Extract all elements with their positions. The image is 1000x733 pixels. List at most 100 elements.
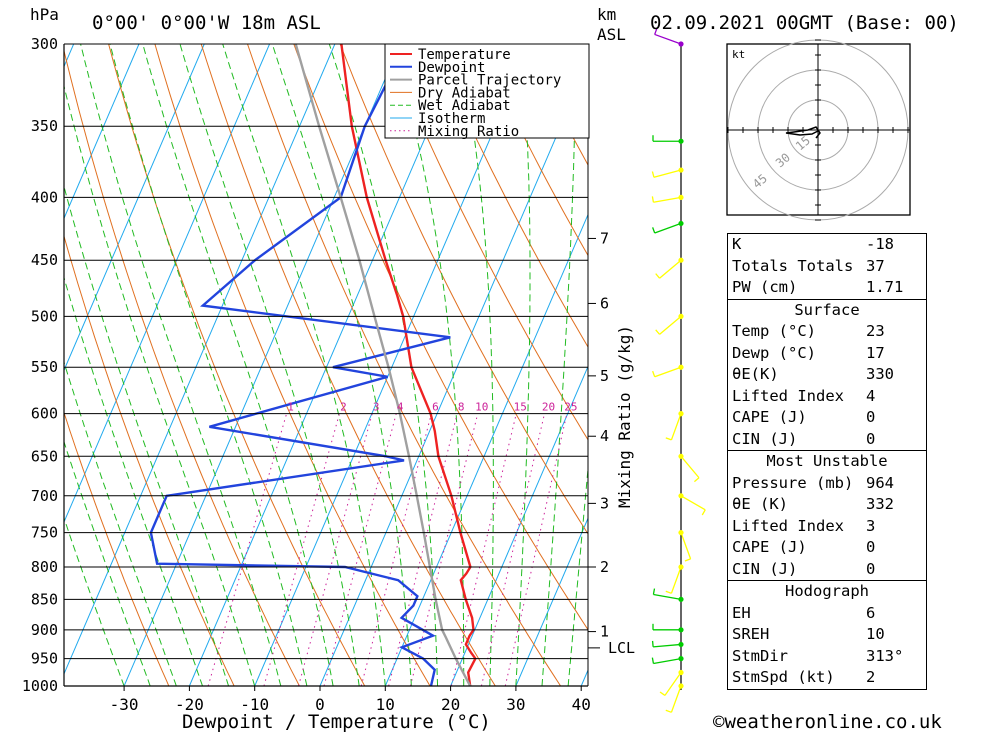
- dry-adiabat-line: [432, 44, 588, 348]
- isotherm-line: [64, 44, 271, 524]
- wind-barb-flag: [651, 657, 655, 664]
- surface-row: CIN (J) 0: [728, 429, 926, 451]
- surface-row: Dewp (°C) 17: [728, 343, 926, 365]
- hodograph-stat-row: EH 6: [728, 603, 926, 625]
- wind-barb: [654, 33, 682, 45]
- hodograph-stats-box: Hodograph EH 6 SREH 10 StmDir 313° StmSpd (kt) 2: [727, 580, 927, 690]
- temperature-series: [340, 44, 477, 686]
- surface-value: 330: [866, 365, 894, 383]
- hodograph-stats-title: Hodograph: [785, 582, 869, 600]
- stats-panel: K -18 Totals Totals 37 PW (cm) 1.71 Surface Te…: [727, 233, 927, 690]
- km-tick-label: 7: [600, 229, 609, 247]
- lcl-label: LCL: [608, 639, 635, 657]
- wind-barb: [670, 685, 682, 713]
- most-unstable-row: CIN (J) 0: [728, 559, 926, 581]
- wet-adiabat-line: [142, 44, 334, 686]
- most-unstable-row: CAPE (J) 0: [728, 537, 926, 559]
- wet-adiabat-line: [541, 44, 577, 686]
- wind-barb-flag: [652, 370, 656, 378]
- asl-label: ASL: [597, 25, 626, 44]
- km-tick-label: 2: [600, 558, 609, 576]
- legend-entry: Wet Adiabat: [418, 98, 511, 114]
- most-unstable-label: Lifted Index: [732, 516, 844, 535]
- legend-entry: Dry Adiabat: [418, 85, 511, 101]
- isotherm-line: [64, 44, 140, 220]
- mixing-ratio-line: [263, 413, 340, 686]
- wind-barb-flag: [651, 171, 655, 178]
- hodograph-stat-row: StmSpd (kt) 2: [728, 667, 926, 689]
- km-tick-label: 5: [600, 367, 609, 385]
- mixing-ratio-label: 20: [542, 401, 555, 414]
- isotherm-line: [123, 44, 401, 686]
- isotherm-line: [188, 44, 466, 686]
- wet-adiabat-line: [458, 44, 494, 686]
- wind-barb-flag: [693, 477, 700, 483]
- index-label: PW (cm): [732, 278, 798, 296]
- pressure-tick-label: 850: [31, 590, 58, 608]
- wet-adiabat-line: [64, 360, 177, 686]
- km-tick-label: 1: [600, 623, 609, 641]
- hpa-label: hPa: [30, 5, 59, 24]
- pressure-tick-label: 700: [31, 487, 58, 505]
- surface-value: 0: [866, 408, 876, 426]
- mixing-ratio-label: 1: [287, 401, 294, 414]
- wet-adiabat-line: [80, 44, 282, 686]
- surface-box: Surface Temp (°C) 23 Dewp (°C) 17 θE(K) 330 Lif…: [727, 298, 927, 451]
- km-tick-label: 4: [600, 427, 609, 445]
- dry-adiabat-line: [247, 44, 562, 686]
- most-unstable-row: θE (K) 332: [728, 494, 926, 516]
- parcel-series: [294, 44, 472, 686]
- index-value: 1.71: [866, 278, 904, 296]
- index-label: K: [732, 235, 742, 253]
- wet-adiabat-line: [515, 44, 531, 686]
- wind-barb: [664, 672, 682, 696]
- index-row: K -18: [728, 234, 926, 256]
- most-unstable-title: Most Unstable: [766, 452, 888, 470]
- mixing-ratio-line: [480, 413, 545, 686]
- legend-entry: Parcel Trajectory: [418, 73, 561, 89]
- dry-adiabat-line: [64, 411, 170, 686]
- surface-label: θE(K): [732, 365, 779, 383]
- x-tick-label: -30: [110, 695, 139, 714]
- hodograph-trace: [785, 126, 821, 139]
- x-tick-label: -10: [240, 695, 269, 714]
- wind-barb: [680, 495, 706, 511]
- pressure-tick-label: 900: [31, 621, 58, 639]
- surface-label: CAPE (J): [732, 408, 807, 426]
- wind-barb-flag: [651, 196, 655, 203]
- surface-label: Temp (°C): [732, 322, 816, 340]
- mixing-ratio-axis-label: Mixing Ratio (g/kg): [615, 325, 634, 508]
- km-tick-label: 3: [600, 494, 609, 512]
- wind-barb-flag: [665, 590, 672, 594]
- location-title: 0°00' 0°00'W 18m ASL: [92, 12, 321, 34]
- most-unstable-value: 3: [866, 516, 876, 535]
- wind-barb: [653, 169, 682, 178]
- surface-value: 17: [866, 343, 885, 362]
- most-unstable-value: 0: [866, 538, 876, 556]
- most-unstable-label: CAPE (J): [732, 538, 807, 556]
- surface-label: Dewp (°C): [732, 343, 816, 362]
- surface-row: Lifted Index 4: [728, 386, 926, 408]
- wind-barb-flag: [684, 558, 691, 562]
- pressure-tick-label: 650: [31, 447, 58, 465]
- index-row: Totals Totals 37: [728, 256, 926, 278]
- isotherm-line: [64, 44, 336, 676]
- mixing-ratio-label: 15: [514, 401, 527, 414]
- wind-barb-flag: [651, 640, 654, 647]
- dry-adiabat-line: [942, 44, 1000, 686]
- hodograph-stat-label: EH: [732, 603, 751, 622]
- datetime-title: 02.09.2021 00GMT (Base: 00): [650, 12, 959, 34]
- wet-adiabat-line: [392, 44, 465, 686]
- surface-label: Lifted Index: [732, 386, 844, 405]
- isotherm-line: [254, 44, 532, 686]
- mixing-ratio-line: [207, 413, 288, 686]
- dry-adiabat-line: [385, 44, 588, 441]
- wet-adiabat-line: [328, 44, 438, 686]
- wet-adiabat-line: [179, 44, 360, 686]
- mixing-ratio-line: [504, 413, 568, 686]
- surface-label: CIN (J): [732, 429, 798, 448]
- pressure-tick-label: 800: [31, 558, 58, 576]
- hodograph-stat-label: StmSpd (kt): [732, 668, 835, 686]
